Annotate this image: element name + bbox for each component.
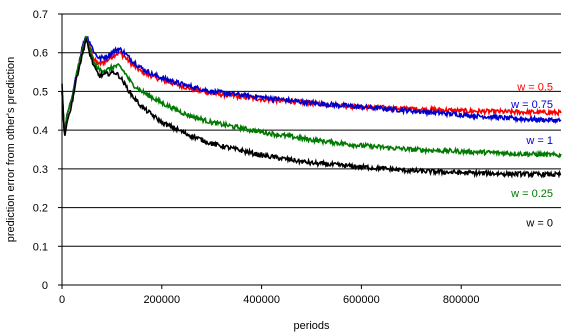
series-line-1	[61, 35, 562, 132]
series-label-4: w = 0	[525, 217, 553, 229]
x-tick-label-2: 400000	[243, 294, 280, 306]
y-tick-label-5: 0.5	[33, 86, 48, 98]
y-tick-label-4: 0.4	[33, 125, 48, 137]
series-label-3: w = 0.25	[510, 188, 553, 200]
series-label-2: w = 1	[525, 135, 553, 147]
y-tick-label-2: 0.2	[33, 203, 48, 215]
series-label-1: w = 0.75	[510, 99, 553, 111]
y-tick-label-1: 0.1	[33, 241, 48, 253]
x-tick-label-1: 200000	[143, 294, 180, 306]
y-tick-label-0: 0	[42, 280, 48, 292]
y-tick-label-3: 0.3	[33, 164, 48, 176]
series-label-0: w = 0.5	[516, 81, 553, 93]
y-axis-title: prediction error from other's prediction	[5, 57, 17, 243]
y-tick-label-6: 0.6	[33, 48, 48, 60]
series-lines	[61, 35, 562, 179]
x-tick-label-0: 0	[59, 294, 65, 306]
series-line-3	[61, 37, 562, 179]
x-tick-label-3: 600000	[343, 294, 380, 306]
x-axis-title: periods	[293, 320, 330, 332]
tick-labels: 0 200000 400000 600000 800000 0 0.1 0.2 0.3 0.4 0.…	[33, 9, 480, 306]
axes	[58, 13, 561, 289]
series-line-2	[61, 35, 562, 159]
y-tick-label-7: 0.7	[33, 9, 48, 21]
x-tick-label-4: 800000	[443, 294, 480, 306]
series-labels: w = 0.5 w = 0.75 w = 1 w = 0.25 w = 0	[510, 81, 553, 229]
gridlines	[62, 13, 561, 247]
